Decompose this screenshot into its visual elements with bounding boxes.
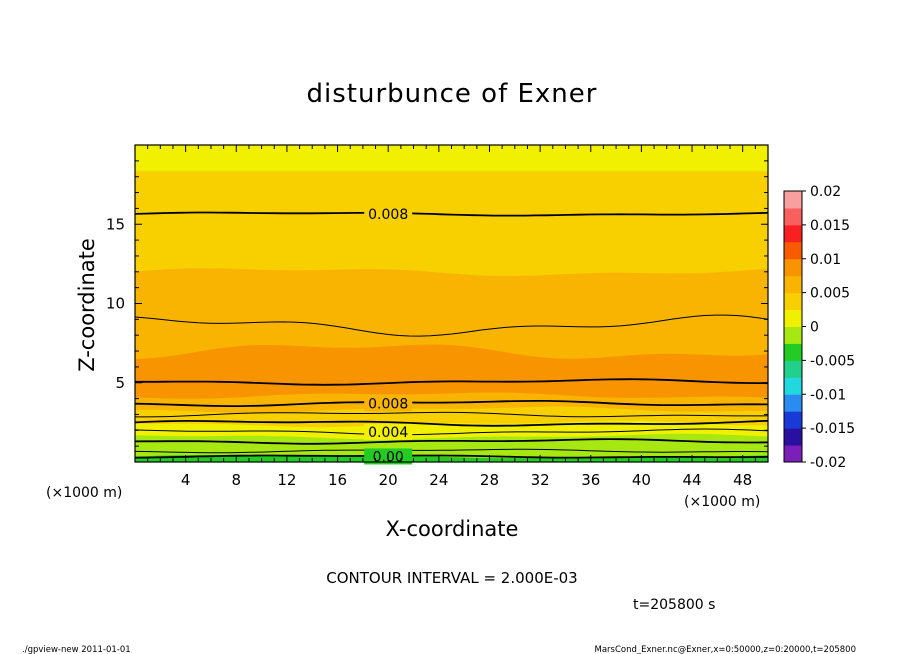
x-tick-label: 12 [277,471,296,489]
colorbar-tick-label: 0.005 [810,286,850,302]
x-axis-label: X-coordinate [386,517,519,541]
x-tick-label: 16 [328,471,347,489]
colorbar-swatch [784,275,802,294]
plot-contour-lines [134,211,769,459]
colorbar-swatch [784,411,802,429]
contour-line [135,454,769,459]
colorbar-swatch [784,258,802,277]
x-tick-label: 20 [379,471,398,489]
fill-band-top [135,145,768,172]
colorbar-tick-label: -0.01 [810,387,846,403]
y-axis-unit: (×1000 m) [46,485,122,501]
colorbar-swatch [784,343,802,361]
x-tick-label: 36 [581,471,600,489]
y-axis-ticks: 5 10 15 [106,144,768,463]
colorbar-swatch [784,360,802,378]
time-label: t=205800 s [633,597,715,613]
contour-line [134,314,769,337]
colorbar-swatch [784,326,802,344]
contour-label: 0.008 [368,207,408,223]
colorbar-swatch [784,224,802,243]
colorbar-tick-label: 0.01 [810,252,841,268]
contour-line [135,411,769,418]
contour-line [134,438,769,445]
x-tick-label: 44 [682,471,701,489]
y-tick-label: 10 [106,295,125,313]
x-tick-label: 40 [632,471,651,489]
colorbar-swatch [784,394,802,412]
colorbar-tick-label: -0.015 [810,421,855,437]
colorbar-tick-label: 0 [810,320,819,336]
contour-label: 0.004 [368,425,408,441]
colorbar-tick-label: 0.02 [810,184,841,200]
chart-title: disturbunce of Exner [307,79,598,109]
y-tick-label: 15 [106,215,125,233]
contour-label-bg [364,423,413,440]
contour-line [134,448,769,454]
colorbar-swatch [784,377,802,395]
footer-left: ./gpview-new 2011-01-01 [22,645,131,654]
colorbar: 0.02 0.015 0.01 0.005 0 -0.005 -0.01 -0.015 -0.0… [783,184,855,471]
contour-line [134,400,769,407]
colorbar-tick-label: -0.005 [810,353,855,369]
x-tick-label: 48 [733,471,752,489]
colorbar-swatch [784,309,802,327]
x-tick-label: 24 [429,471,448,489]
x-tick-label: 4 [181,471,191,489]
footer-right: MarsCond_Exner.nc@Exner,x=0:50000,z=0:20… [594,645,856,654]
x-tick-label: 28 [480,471,499,489]
contour-line [134,428,769,436]
contour-label: 0.008 [368,396,408,412]
plot-fill-bands [135,145,768,463]
contour-label-bg [364,395,413,412]
contour-line [134,211,769,217]
contour-interval-note: CONTOUR INTERVAL = 2.000E-03 [326,569,577,587]
colorbar-swatch [784,191,802,209]
colorbar-swatch [784,292,802,311]
colorbar-swatch [784,241,802,260]
y-axis-label: Z-coordinate [75,238,99,372]
colorbar-tick-label: 0.015 [810,218,850,234]
colorbar-tick-label: -0.02 [810,455,846,471]
colorbar-swatch [784,428,802,446]
x-axis-ticks: 4 8 12 16 20 24 28 32 36 40 44 48 [134,145,769,489]
x-tick-label: 8 [232,471,242,489]
y-tick-label: 5 [115,374,125,392]
x-tick-label: 32 [531,471,550,489]
x-axis-unit: (×1000 m) [684,494,760,510]
contour-label-bg [364,205,413,222]
colorbar-swatch [784,445,802,463]
contour-line [134,419,769,427]
contour-line [135,378,769,386]
colorbar-swatch [784,207,802,226]
